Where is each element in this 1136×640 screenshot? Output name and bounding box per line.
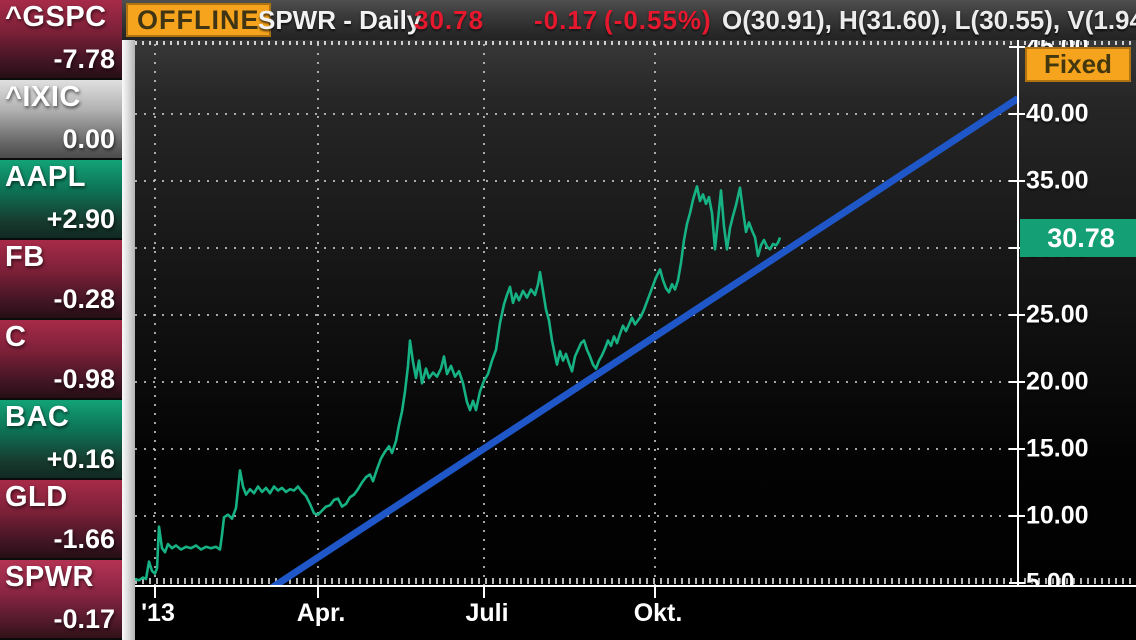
x-axis-tick <box>483 587 485 598</box>
y-axis-label: 10.00 <box>1026 501 1089 530</box>
y-axis-label: 35.00 <box>1026 166 1089 195</box>
watchlist-change: +2.90 <box>46 204 115 234</box>
offline-status-badge: OFFLINE <box>126 3 271 37</box>
watchlist-item-bac[interactable]: BAC +0.16 <box>0 400 122 480</box>
watchlist-item-c[interactable]: C -0.98 <box>0 320 122 400</box>
last-price-text: 30.78 <box>414 5 485 35</box>
horizontal-gridline <box>135 247 1018 249</box>
vertical-gridline <box>317 44 319 585</box>
x-axis-tick <box>654 587 656 598</box>
x-axis-label: Juli <box>465 599 509 627</box>
y-axis-tick <box>1009 46 1025 48</box>
watchlist-sidebar: ^GSPC -7.78 ^IXIC 0.00 AAPL +2.90 FB -0.28 C -0.9… <box>0 0 122 640</box>
horizontal-gridline <box>135 515 1018 517</box>
watchlist-change: -0.17 <box>53 604 115 634</box>
watchlist-item-spwr[interactable]: SPWR -0.17 <box>0 560 122 640</box>
y-axis-label: 40.00 <box>1026 99 1089 128</box>
horizontal-gridline <box>135 381 1018 383</box>
x-axis-line <box>135 585 1136 587</box>
horizontal-gridline <box>135 314 1018 316</box>
watchlist-change: -7.78 <box>53 44 115 74</box>
y-axis-label: 20.00 <box>1026 367 1089 396</box>
panel-splitter[interactable] <box>122 40 135 640</box>
watchlist-item-fb[interactable]: FB -0.28 <box>0 240 122 320</box>
watchlist-change: -1.66 <box>53 524 115 554</box>
x-axis-tick <box>154 587 156 598</box>
watchlist-symbol: ^IXIC <box>5 81 81 113</box>
ohlcv-text: O(30.91), H(31.60), L(30.55), V(1.94 <box>722 5 1136 35</box>
watchlist-change: 0.00 <box>62 124 115 154</box>
y-axis-tick <box>1009 448 1025 450</box>
price-line-series <box>135 185 782 582</box>
y-axis-tick <box>1009 314 1025 316</box>
chart-toolbar: OFFLINE SPWR - Daily 30.78 -0.17 (-0.55%… <box>122 0 1136 40</box>
chart-plot-area[interactable]: 45.0040.0035.0030.0025.0020.0015.0010.00… <box>135 33 1136 640</box>
top-minor-ticks <box>135 41 1136 45</box>
y-axis-line <box>1017 40 1019 587</box>
y-axis-tick <box>1009 113 1025 115</box>
watchlist-symbol: ^GSPC <box>5 1 107 33</box>
watchlist-symbol: FB <box>5 241 45 273</box>
horizontal-gridline <box>135 113 1018 115</box>
y-axis-label: 15.00 <box>1026 434 1089 463</box>
price-change-text: -0.17 <box>534 5 599 35</box>
horizontal-gridline <box>135 180 1018 182</box>
watchlist-item-gspc[interactable]: ^GSPC -7.78 <box>0 0 122 80</box>
watchlist-item-ixic[interactable]: ^IXIC 0.00 <box>0 80 122 160</box>
y-axis-tick <box>1009 180 1025 182</box>
watchlist-change: +0.16 <box>46 444 115 474</box>
x-axis-label: '13 <box>141 599 175 627</box>
last-price-badge: 30.78 <box>1020 219 1136 257</box>
x-axis-label-band: '13 Apr. Juli Okt. <box>135 587 1136 640</box>
price-change-percent-text: (-0.55%) <box>604 5 712 35</box>
watchlist-symbol: SPWR <box>5 561 94 593</box>
trend-line[interactable] <box>250 95 1020 604</box>
y-axis-tick <box>1009 247 1025 249</box>
vertical-gridline <box>154 44 156 585</box>
vertical-gridline <box>654 44 656 585</box>
y-axis-tick <box>1009 515 1025 517</box>
vertical-gridline <box>483 44 485 585</box>
watchlist-symbol: C <box>5 321 27 353</box>
horizontal-gridline <box>135 448 1018 450</box>
bottom-minor-ticks <box>135 578 1136 584</box>
watchlist-change: -0.28 <box>53 284 115 314</box>
y-axis-tick <box>1009 381 1025 383</box>
watchlist-item-aapl[interactable]: AAPL +2.90 <box>0 160 122 240</box>
watchlist-change: -0.98 <box>53 364 115 394</box>
axis-scale-mode-button[interactable]: Fixed <box>1025 47 1131 82</box>
x-axis-tick <box>317 587 319 598</box>
watchlist-symbol: BAC <box>5 401 70 433</box>
watchlist-symbol: AAPL <box>5 161 86 193</box>
watchlist-symbol: GLD <box>5 481 68 513</box>
y-axis-tick <box>1009 582 1025 584</box>
chart-title: SPWR - Daily <box>258 5 422 35</box>
x-axis-label: Okt. <box>633 599 683 627</box>
y-axis-label: 25.00 <box>1026 300 1089 329</box>
watchlist-item-gld[interactable]: GLD -1.66 <box>0 480 122 560</box>
x-axis-label: Apr. <box>296 599 346 627</box>
